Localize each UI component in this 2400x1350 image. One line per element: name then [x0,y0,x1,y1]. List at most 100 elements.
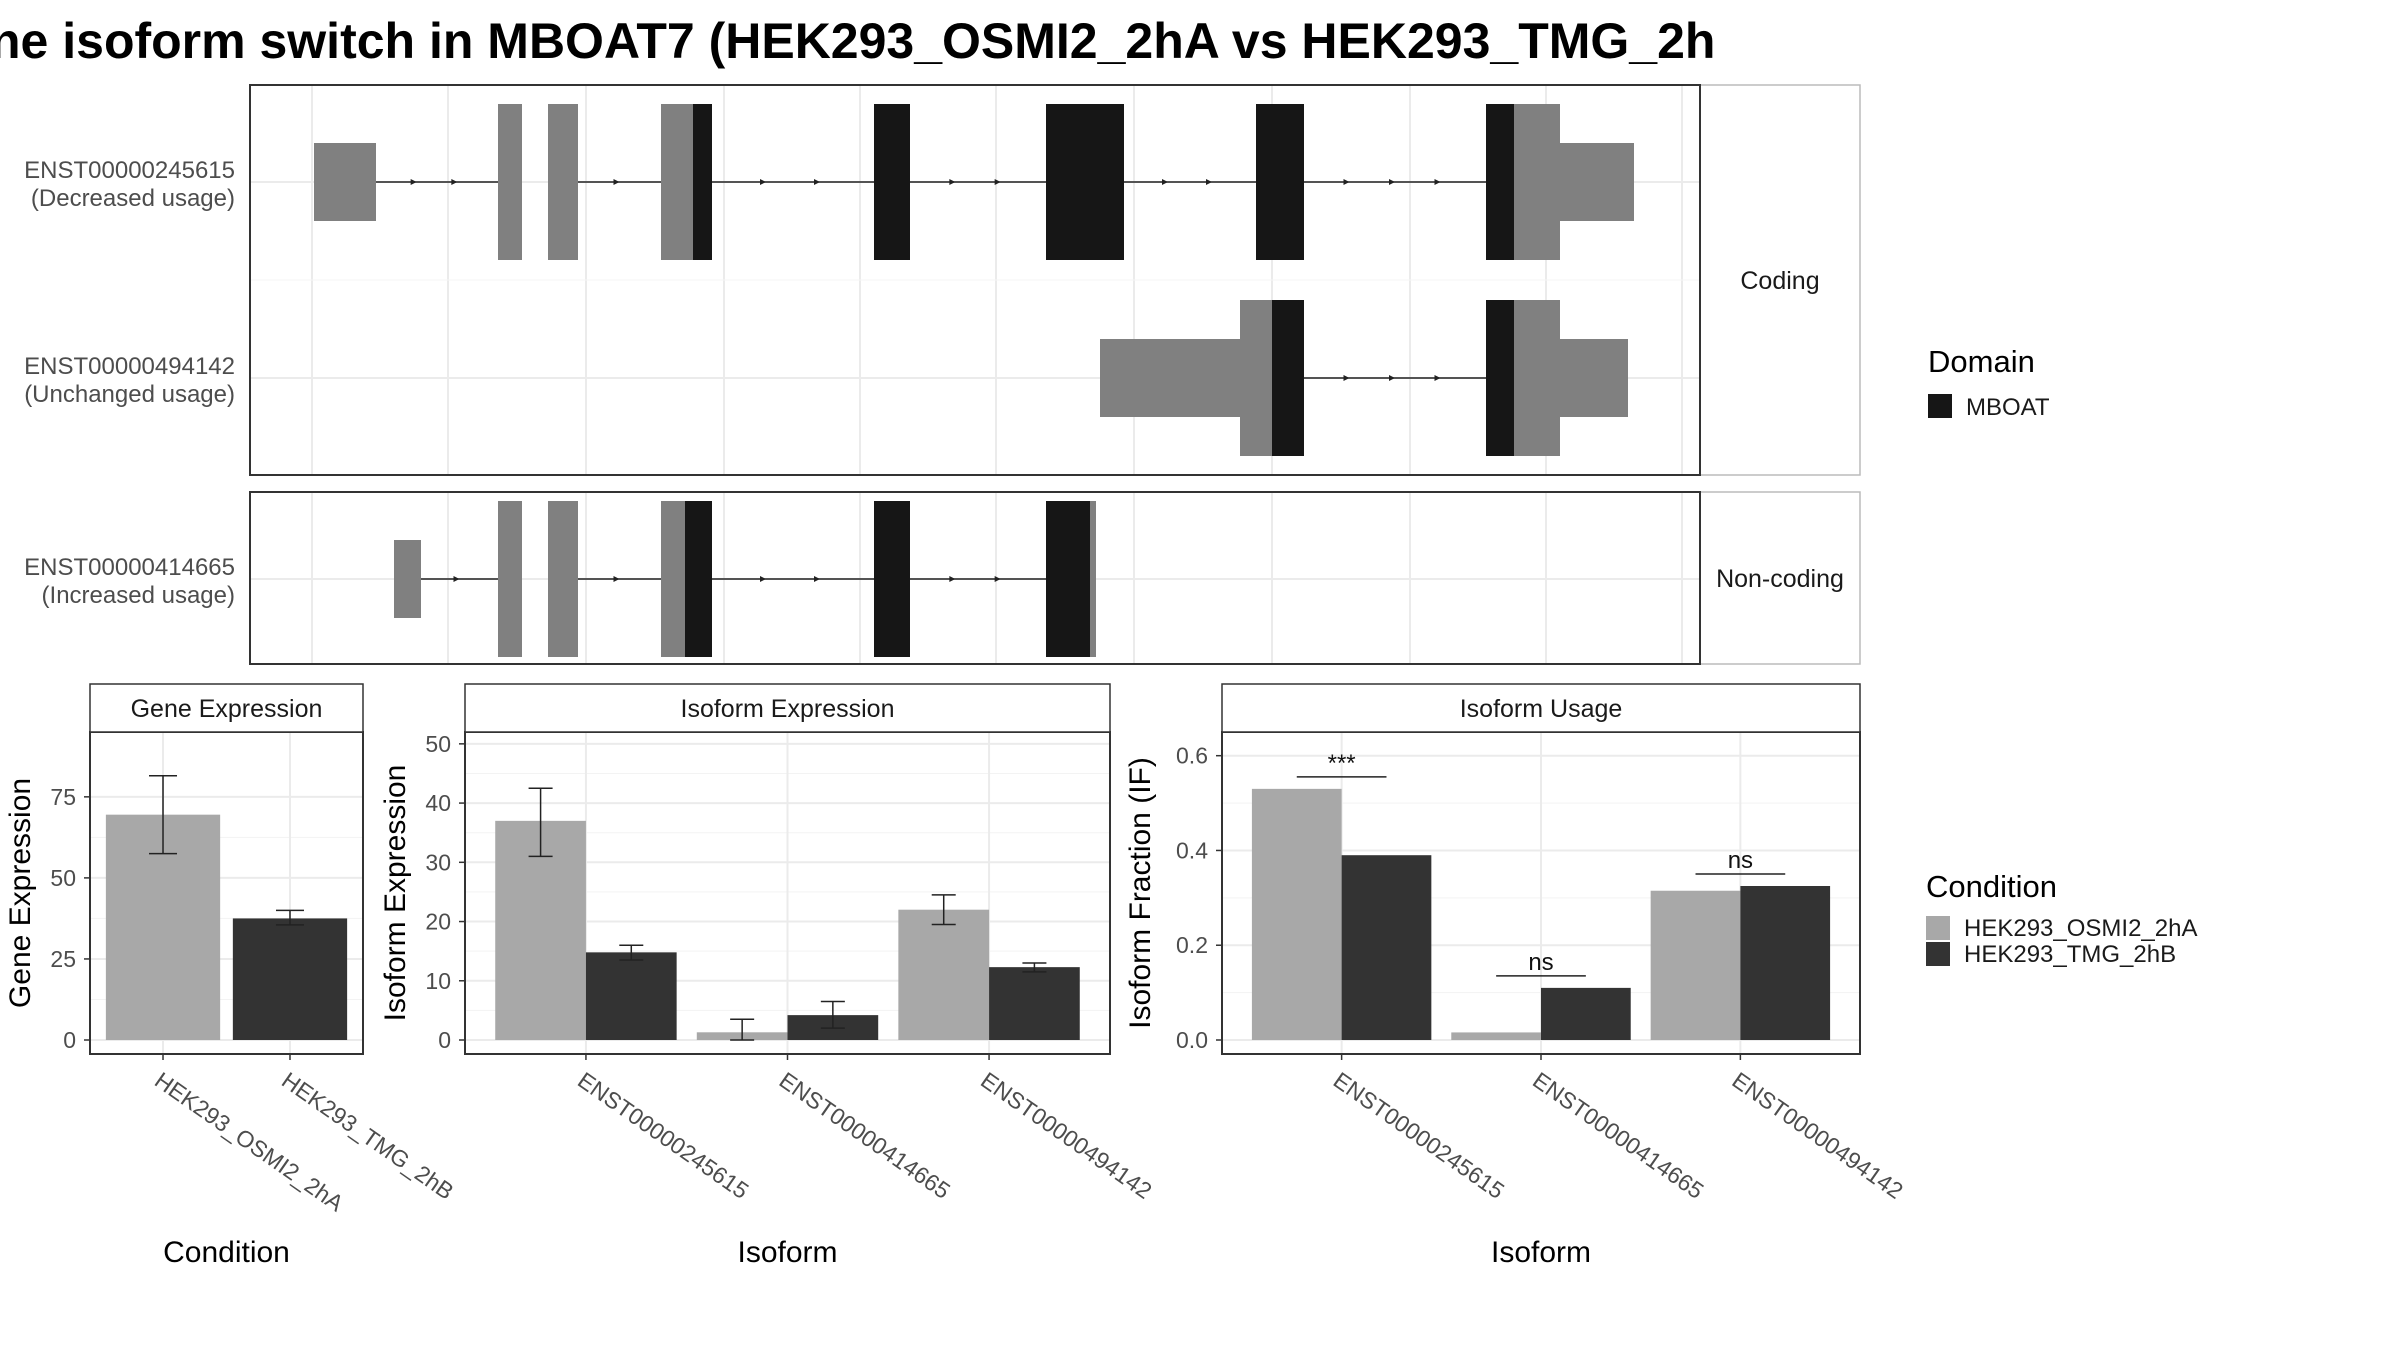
exon-utr [1514,300,1560,456]
chart-title: Isoform Expression [681,695,895,723]
condition-legend-label: HEK293_OSMI2_2hA [1964,915,2197,942]
condition-legend-title: Condition [1926,869,2057,904]
x-tick-label: ENST00000414665 [775,1067,955,1204]
structure-panel-frame [249,491,1701,665]
x-tick-label: ENST00000245615 [573,1067,753,1204]
domain-legend-title: Domain [1928,344,2035,379]
intron-arrow [1206,179,1212,185]
exon-domain [693,104,712,260]
intron-arrow [949,576,956,582]
chart-title-strip [1221,683,1861,733]
x-axis-label: Condition [163,1236,290,1269]
exon-utr [1090,501,1096,657]
exon-utr [1560,339,1628,417]
exon-utr [1514,104,1560,260]
y-tick-label: 0.0 [1176,1027,1208,1053]
exon-domain [1486,104,1514,260]
bar [232,918,348,1040]
y-tick-label: 30 [425,849,451,875]
exon-domain [1256,104,1304,260]
transcript-id-label: ENST00000414665 [24,554,235,581]
intron-arrow [760,179,766,185]
bar [898,909,990,1040]
intron-arrow [613,576,620,582]
exon-utr [314,143,376,221]
significance-label: ns [1528,949,1553,976]
condition-legend-swatch [1926,916,1950,940]
y-tick-label: 0 [438,1027,451,1053]
y-tick-label: 0 [63,1027,76,1053]
significance-label: *** [1328,750,1356,777]
exon-utr [661,104,693,260]
intron-arrow [994,179,1001,185]
y-tick-label: 50 [50,865,76,891]
y-tick-label: 0.4 [1176,837,1208,863]
bar [1650,890,1741,1040]
intron-arrow [410,179,417,185]
exon-utr [498,104,522,260]
intron-arrow [453,576,460,582]
exon-utr [1560,143,1634,221]
condition-legend-label: HEK293_TMG_2hB [1964,941,2176,968]
x-tick-label: ENST00000414665 [1528,1067,1708,1204]
intron-arrow [1389,179,1395,185]
exon-utr [498,501,522,657]
intron-arrow [1343,375,1350,381]
bar [1541,987,1631,1040]
x-tick-label: ENST00000245615 [1329,1067,1509,1204]
y-tick-label: 50 [425,731,451,757]
exon-utr [1100,339,1240,417]
y-axis-label: Isoform Fraction (IF) [1124,757,1157,1029]
exon-domain [1046,501,1090,657]
chart-title: Gene Expression [131,695,323,723]
intron-arrow [814,576,820,582]
bar [495,820,586,1040]
bar [989,967,1080,1040]
y-tick-label: 75 [50,784,76,810]
y-tick-label: 0.2 [1176,932,1208,958]
intron-arrow [1389,375,1395,381]
exon-domain [874,104,910,260]
transcript-usage-label: (Unchanged usage) [24,381,235,408]
y-tick-label: 20 [425,909,451,935]
y-tick-label: 25 [50,946,76,972]
domain-legend-label: MBOAT [1966,394,2050,421]
intron-arrow [949,179,956,185]
x-axis-label: Isoform [1491,1236,1591,1269]
legends: Domain MBOAT Condition HEK293_OSMI2_2hAHEK2… [1926,344,2197,968]
exon-utr [1240,300,1272,456]
x-tick-label: ENST00000494142 [1728,1067,1908,1204]
bar [1251,788,1342,1040]
intron-arrow [760,576,766,582]
exon-domain [1046,104,1124,260]
structure-panel-frame [249,84,1701,476]
transcript-id-label: ENST00000494142 [24,353,235,380]
exon-domain [1272,300,1304,456]
intron-arrow [1343,179,1350,185]
intron-arrow [451,179,458,185]
transcript-id-label: ENST00000245615 [24,157,235,184]
exon-utr [548,104,578,260]
intron-arrow [1162,179,1168,185]
exon-utr [548,501,578,657]
exon-utr [661,501,685,657]
facet-strip-label: Coding [1740,267,1819,295]
facet-strip-label: Non-coding [1716,565,1844,593]
exon-domain [685,501,712,657]
figure-title: ne isoform switch in MBOAT7 (HEK293_OSMI… [0,13,1715,69]
exon-utr [394,540,421,618]
y-tick-label: 40 [425,790,451,816]
facet-strip [1699,84,1861,476]
intron-arrow [1434,179,1441,185]
chart-title-strip [89,683,364,733]
transcript-usage-label: (Decreased usage) [31,185,235,212]
bar [1451,1032,1541,1040]
y-axis-label: Gene Expression [4,778,37,1008]
intron-arrow [613,179,620,185]
bar [1740,886,1831,1040]
bar [585,952,677,1040]
domain-legend-swatch [1928,394,1952,418]
x-tick-label: ENST00000494142 [976,1067,1156,1204]
intron-arrow [1434,375,1441,381]
